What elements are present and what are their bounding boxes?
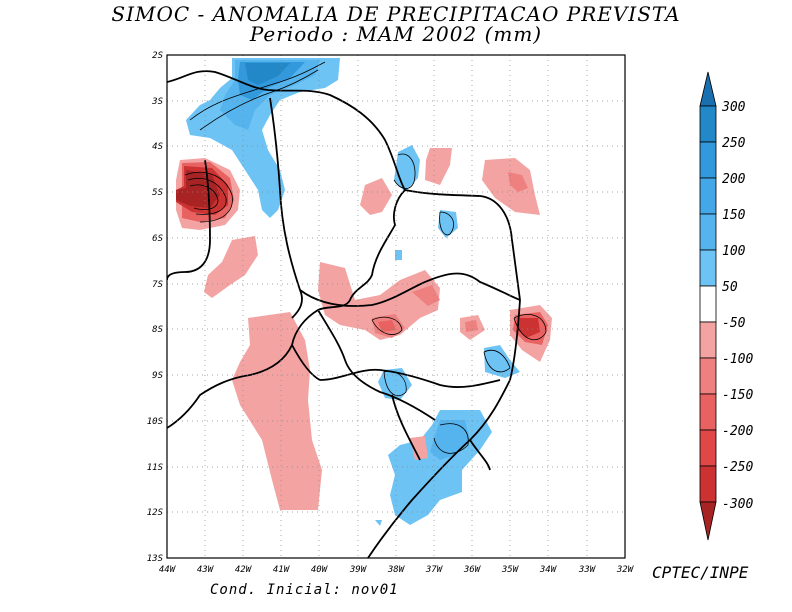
colorbar-segment bbox=[699, 177, 717, 215]
lon-label: 36W bbox=[463, 565, 482, 575]
contour-lines bbox=[184, 61, 547, 454]
map-title: SIMOC - ANOMALIA DE PRECIPITACAO PREVIST… bbox=[111, 2, 681, 26]
lon-label: 43W bbox=[197, 565, 215, 575]
colorbar-segment bbox=[699, 141, 717, 179]
lon-label: 33W bbox=[578, 565, 597, 575]
lat-label: 13S bbox=[147, 554, 164, 564]
colorbar-segment bbox=[699, 429, 717, 467]
colorbar-top-arrow bbox=[699, 71, 717, 107]
colorbar-segment bbox=[699, 213, 717, 251]
lon-label: 38W bbox=[387, 565, 406, 575]
lat-label: 12S bbox=[147, 508, 164, 518]
lat-label: 10S bbox=[147, 417, 164, 427]
lat-label: 2S bbox=[152, 51, 163, 61]
colorbar-segment bbox=[699, 357, 717, 395]
lat-label: 4S bbox=[152, 142, 163, 152]
lon-label: 39W bbox=[349, 565, 368, 575]
colorbar-label: 150 bbox=[722, 208, 746, 223]
colorbar-label: 250 bbox=[722, 136, 746, 151]
colorbar bbox=[699, 71, 717, 541]
lat-label: 8S bbox=[152, 325, 163, 335]
colorbar-segment bbox=[699, 249, 717, 287]
colorbar-segment bbox=[699, 285, 717, 323]
lat-label: 11S bbox=[147, 463, 164, 473]
lon-label: 32W bbox=[616, 565, 635, 575]
colorbar-bottom-arrow bbox=[699, 501, 717, 541]
lon-label: 35W bbox=[501, 565, 520, 575]
colorbar-label: -150 bbox=[722, 388, 753, 403]
lat-label: 6S bbox=[152, 234, 163, 244]
lon-label: 37W bbox=[425, 565, 444, 575]
lon-label: 40W bbox=[311, 565, 329, 575]
colorbar-label: -250 bbox=[722, 460, 753, 475]
colorbar-label: -50 bbox=[722, 316, 746, 331]
colorbar-segment bbox=[699, 321, 717, 359]
state-borders bbox=[167, 70, 521, 558]
credit-label: CPTEC/INPE bbox=[652, 563, 749, 582]
lat-label: 7S bbox=[152, 280, 163, 290]
negative-anomaly-southwest bbox=[232, 312, 322, 510]
colorbar-segment bbox=[699, 393, 717, 431]
negative-anomaly-central bbox=[318, 262, 440, 340]
lat-label: 5S bbox=[152, 188, 163, 198]
colorbar-label: -200 bbox=[722, 424, 753, 439]
lon-label: 42W bbox=[235, 565, 253, 575]
lat-label: 9S bbox=[152, 371, 163, 381]
colorbar-label: 100 bbox=[722, 244, 746, 259]
latitude-labels: 2S 3S 4S 5S 6S 7S 8S 9S 10S 11S 12S 13S bbox=[147, 51, 164, 564]
colorbar-segment bbox=[699, 465, 717, 503]
colorbar-label: -300 bbox=[722, 497, 753, 512]
colorbar-label: -100 bbox=[722, 352, 753, 367]
colorbar-labels: 300 250 200 150 100 50 -50 -100 -150 -20… bbox=[721, 100, 753, 512]
colorbar-label: 300 bbox=[721, 100, 746, 115]
lon-label: 41W bbox=[273, 565, 291, 575]
map-frame bbox=[166, 54, 626, 559]
anomaly-shading bbox=[176, 58, 552, 526]
longitude-labels: 44W 43W 42W 41W 40W 39W 38W 37W 36W 35W … bbox=[159, 565, 635, 575]
lat-label: 3S bbox=[151, 97, 163, 107]
initial-condition-label: Cond. Inicial: nov01 bbox=[210, 582, 399, 598]
colorbar-label: 200 bbox=[722, 172, 746, 187]
lon-label: 34W bbox=[539, 565, 558, 575]
colorbar-label: 50 bbox=[722, 280, 738, 295]
lon-label: 44W bbox=[159, 565, 177, 575]
colorbar-segment bbox=[699, 105, 717, 143]
map-subtitle: Periodo : MAM 2002 (mm) bbox=[249, 22, 543, 46]
